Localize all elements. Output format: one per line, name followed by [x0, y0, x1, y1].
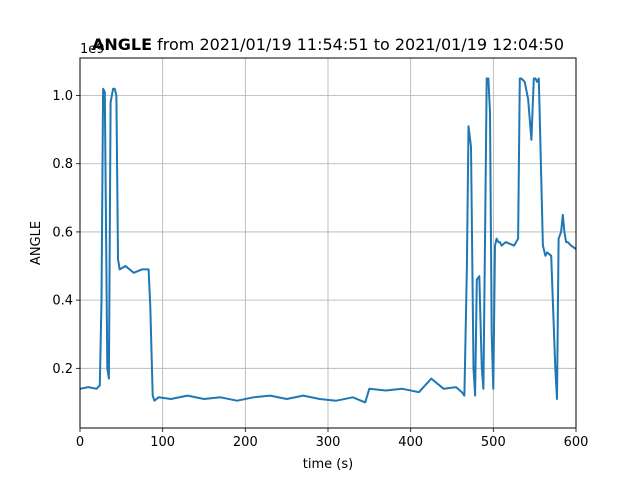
- chart-title-rest: from 2021/01/19 11:54:51 to 2021/01/19 1…: [152, 35, 564, 54]
- x-axis-label: time (s): [303, 457, 353, 472]
- y-tick-label: 1.0: [52, 89, 73, 104]
- x-tick-label: 600: [564, 435, 589, 450]
- ticks: 0 100 200 300 400 500 600 0.2 0.4 0.6 0.8 1.0: [52, 89, 588, 450]
- x-tick-label: 400: [398, 435, 423, 450]
- y-tick-label: 0.4: [52, 294, 73, 309]
- y-tick-label: 0.6: [52, 225, 73, 240]
- x-tick-label: 0: [76, 435, 84, 450]
- chart-title-bold: ANGLE: [92, 35, 152, 54]
- y-tick-label: 0.2: [52, 362, 73, 377]
- chart-title: ANGLE from 2021/01/19 11:54:51 to 2021/0…: [92, 35, 564, 54]
- y-tick-label: 0.8: [52, 157, 73, 172]
- x-tick-label: 100: [150, 435, 175, 450]
- data-line-layer: [79, 77, 577, 404]
- angle-series-line: [79, 77, 577, 404]
- x-tick-label: 500: [481, 435, 506, 450]
- x-tick-label: 300: [316, 435, 341, 450]
- y-axis-label: ANGLE: [29, 221, 44, 265]
- x-tick-label: 200: [233, 435, 258, 450]
- y-offset-label: 1e9: [80, 42, 105, 57]
- grid: [79, 58, 577, 428]
